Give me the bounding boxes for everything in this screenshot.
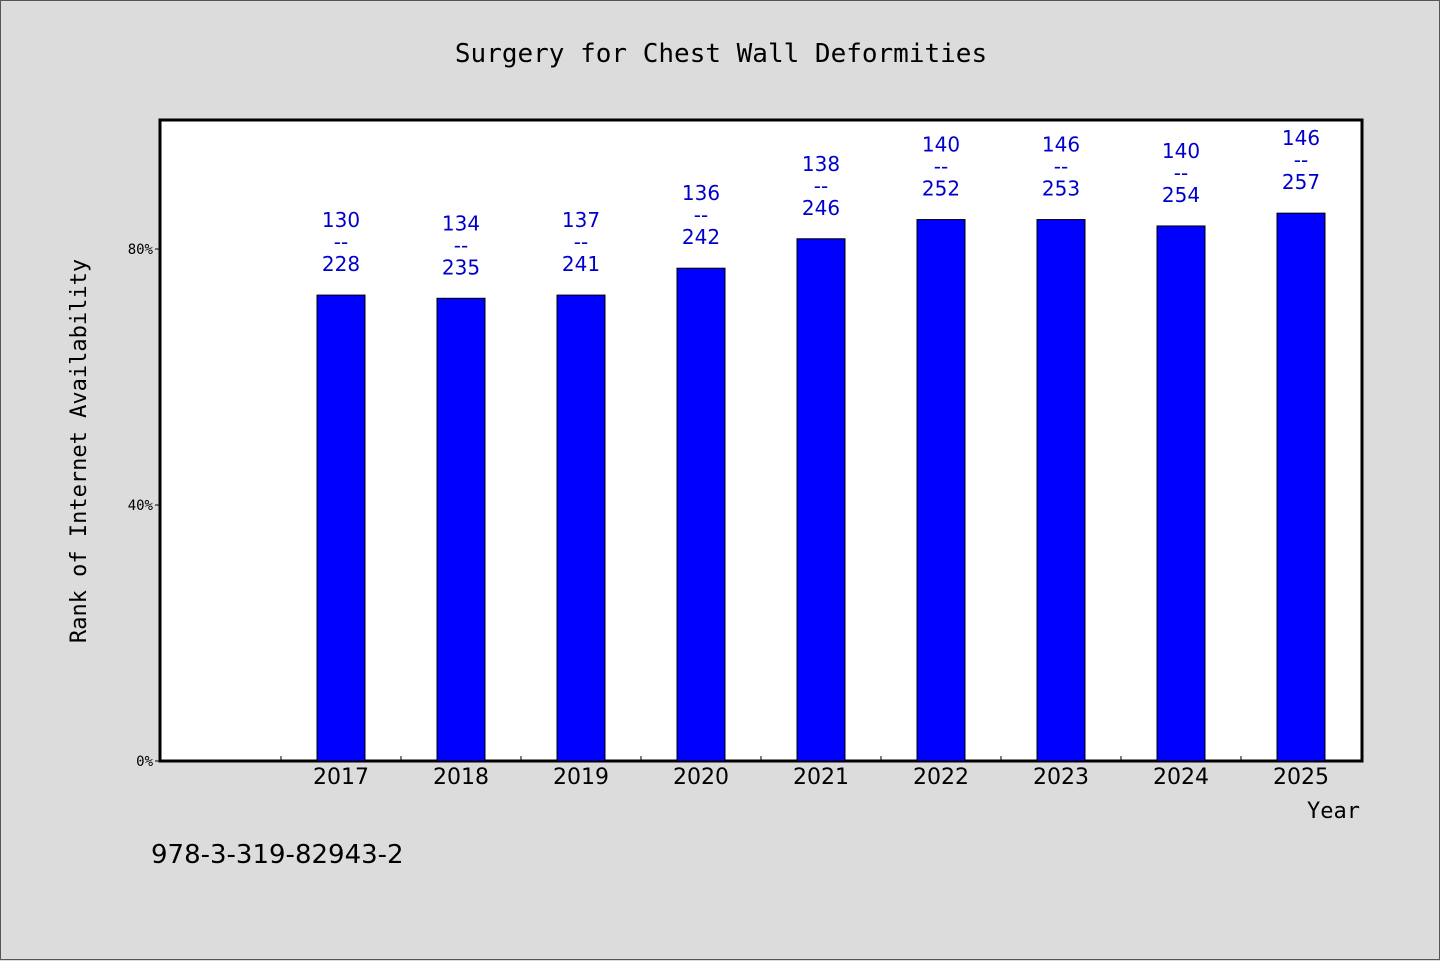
bar-2021	[796, 238, 846, 762]
y-axis-label: Rank of Internet Availability	[67, 259, 92, 643]
x-ticks-group: 2017 2018 2019 2020 2021 2022 2023 2024 2025	[280, 756, 1329, 790]
data-labels-group: 130--228134--235137--241136--242138--246…	[322, 126, 1320, 279]
bar-label-sep-2024: --	[1174, 161, 1188, 185]
bar-label-bottom-2017: 228	[322, 252, 360, 276]
bar-2022	[916, 219, 966, 762]
bar-label-sep-2017: --	[334, 230, 348, 254]
bar-label-sep-2022: --	[934, 155, 948, 179]
bar-2023	[1036, 219, 1086, 762]
chart-title: Surgery for Chest Wall Deformities	[455, 39, 987, 69]
x-tick-label-2021: 2021	[793, 765, 849, 790]
bars-group	[316, 212, 1326, 762]
bar-label-top-2021: 138	[802, 152, 840, 176]
bar-2018	[436, 297, 486, 762]
bar-label-bottom-2025: 257	[1282, 170, 1320, 194]
bar-2019	[556, 294, 606, 762]
bar-label-bottom-2022: 252	[922, 177, 960, 201]
x-tick-label-2024: 2024	[1153, 765, 1209, 790]
x-tick-label-2022: 2022	[913, 765, 969, 790]
bar-label-top-2017: 130	[322, 208, 360, 232]
bar-label-top-2023: 146	[1042, 133, 1080, 157]
y-tick-label: 80%	[128, 242, 154, 258]
y-tick-label: 0%	[136, 754, 153, 770]
y-ticks-group: 0% 40% 80%	[128, 242, 161, 770]
bar-label-sep-2018: --	[454, 233, 468, 257]
bar-label-bottom-2023: 253	[1042, 177, 1080, 201]
bar-label-top-2020: 136	[682, 181, 720, 205]
bar-label-sep-2025: --	[1294, 148, 1308, 172]
y-tick-label: 40%	[128, 498, 154, 514]
bar-label-sep-2021: --	[814, 174, 828, 198]
x-tick-label-2023: 2023	[1033, 765, 1089, 790]
bar-2020	[676, 267, 726, 762]
bar-label-top-2022: 140	[922, 133, 960, 157]
bar-label-bottom-2021: 246	[802, 196, 840, 220]
bar-label-sep-2019: --	[574, 230, 588, 254]
bar-label-top-2025: 146	[1282, 126, 1320, 150]
x-tick-label-2020: 2020	[673, 765, 729, 790]
bar-2024	[1156, 225, 1206, 762]
bar-label-top-2024: 140	[1162, 139, 1200, 163]
x-tick-label-2017: 2017	[313, 765, 369, 790]
bar-2017	[316, 294, 366, 762]
bar-label-bottom-2020: 242	[682, 225, 720, 249]
bar-label-bottom-2019: 241	[562, 252, 600, 276]
x-tick-label-2018: 2018	[433, 765, 489, 790]
x-axis-label: Year	[1307, 799, 1360, 824]
footer-code: 978-3-319-82943-2	[151, 840, 404, 870]
bar-label-bottom-2018: 235	[442, 255, 480, 279]
bar-label-sep-2020: --	[694, 203, 708, 227]
bar-label-top-2018: 134	[442, 211, 480, 235]
x-tick-label-2019: 2019	[553, 765, 609, 790]
bar-label-top-2019: 137	[562, 208, 600, 232]
bar-2025	[1276, 212, 1326, 762]
bar-label-bottom-2024: 254	[1162, 183, 1200, 207]
x-tick-label-2025: 2025	[1273, 765, 1329, 790]
bar-label-sep-2023: --	[1054, 155, 1068, 179]
